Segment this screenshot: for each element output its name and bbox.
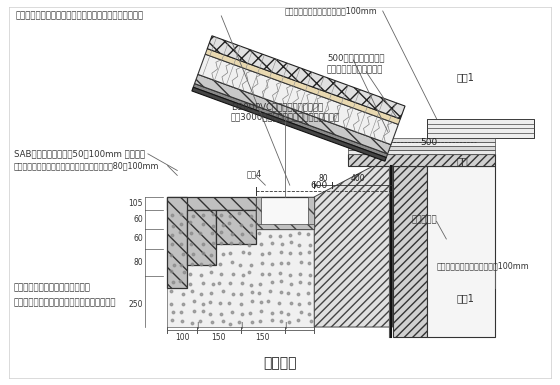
Polygon shape <box>206 49 400 124</box>
Text: SAB自粘防水卷材下铺50～100mm 包裹结构: SAB自粘防水卷材下铺50～100mm 包裹结构 <box>14 149 145 158</box>
Polygon shape <box>309 197 314 229</box>
Polygon shape <box>255 197 262 229</box>
Polygon shape <box>255 224 314 229</box>
Polygon shape <box>348 138 495 142</box>
Text: |: | <box>195 321 198 328</box>
Polygon shape <box>348 150 495 154</box>
Text: D20UPVC排水管，弯抵向沟内，: D20UPVC排水管，弯抵向沟内， <box>231 102 323 111</box>
Text: 400: 400 <box>351 174 366 183</box>
Polygon shape <box>194 74 391 154</box>
Polygon shape <box>348 142 495 146</box>
Text: 中距3000，管口两端周围缝隙用密封膏封严: 中距3000，管口两端周围缝隙用密封膏封严 <box>231 112 340 121</box>
Polygon shape <box>255 197 314 229</box>
Polygon shape <box>216 209 255 244</box>
Text: 500: 500 <box>420 137 437 147</box>
Polygon shape <box>193 84 388 157</box>
Polygon shape <box>314 156 393 327</box>
Polygon shape <box>167 197 314 209</box>
Text: 60: 60 <box>133 215 143 224</box>
Text: 使用龙骨进行找平，保证层面前石瓦和小檩钉位层脊骨面: 使用龙骨进行找平，保证层面前石瓦和小檩钉位层脊骨面 <box>16 12 144 20</box>
Polygon shape <box>348 146 495 150</box>
Polygon shape <box>167 209 314 327</box>
Text: 80: 80 <box>318 174 328 183</box>
Text: 150: 150 <box>211 333 226 342</box>
Polygon shape <box>192 87 386 161</box>
Text: 岩棉带嵌顿挤塑聚苯乙板: 岩棉带嵌顿挤塑聚苯乙板 <box>327 65 384 74</box>
Text: 防火隔离带: 防火隔离带 <box>412 215 438 224</box>
Text: 60: 60 <box>133 234 143 243</box>
Polygon shape <box>427 166 495 337</box>
Text: 屋面4: 屋面4 <box>247 169 262 178</box>
Polygon shape <box>427 119 534 138</box>
Text: 层橼: 层橼 <box>456 156 468 166</box>
Text: 600: 600 <box>310 181 328 190</box>
Text: 105: 105 <box>129 199 143 208</box>
Text: 250: 250 <box>129 300 143 309</box>
Polygon shape <box>187 209 216 265</box>
Text: 500范围内防火隔离带: 500范围内防火隔离带 <box>327 54 385 62</box>
Polygon shape <box>167 197 187 288</box>
Text: 披屋面自粘防水卷材深入槽约100mm: 披屋面自粘防水卷材深入槽约100mm <box>437 261 530 270</box>
Text: 150: 150 <box>255 333 269 342</box>
Polygon shape <box>348 154 495 166</box>
Text: 成品檐口瓦使用钢钉与木龙骨固定: 成品檐口瓦使用钢钉与木龙骨固定 <box>14 283 91 292</box>
Text: 内墙1: 内墙1 <box>456 293 474 303</box>
Text: |: | <box>284 321 286 328</box>
Text: 披屋面自粘防水卷材深入槽约100mm: 披屋面自粘防水卷材深入槽约100mm <box>285 7 378 15</box>
Polygon shape <box>198 54 398 145</box>
Polygon shape <box>207 36 405 119</box>
Text: （图一）: （图一） <box>263 356 297 370</box>
Text: |: | <box>240 321 242 328</box>
Text: 层面瓦与层顶系阀缝隙使用金属档距宽度为宽度80～100mm: 层面瓦与层顶系阀缝隙使用金属档距宽度为宽度80～100mm <box>14 161 160 170</box>
Polygon shape <box>393 166 427 337</box>
Text: 100: 100 <box>175 333 189 342</box>
Text: 屋面1: 屋面1 <box>456 72 474 82</box>
Text: 80: 80 <box>133 258 143 267</box>
Text: 腔内填充内掺锦纶或其他拉结材料的水泥砂浆: 腔内填充内掺锦纶或其他拉结材料的水泥砂浆 <box>14 298 116 307</box>
